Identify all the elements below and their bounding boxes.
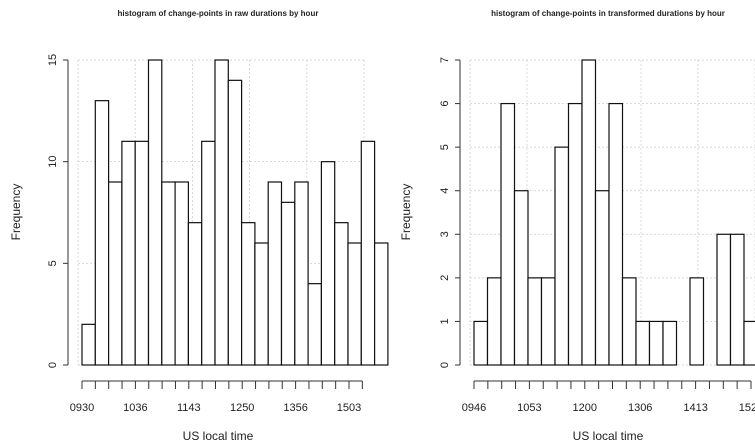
right-x-axis-label: US local time <box>573 429 644 443</box>
right-bar-3 <box>513 190 529 366</box>
left-bar-14 <box>267 181 283 366</box>
left-y-tick-label-3: 15 <box>47 54 59 66</box>
left-x-tick-label-0: 0930 <box>70 402 94 414</box>
right-x-tick-label-2: 1200 <box>573 402 597 414</box>
right-y-tick-label-0: 0 <box>439 362 451 368</box>
right-bar-10 <box>608 102 624 366</box>
left-bar-7 <box>174 181 190 366</box>
right-y-tick-label-5: 5 <box>439 144 451 150</box>
left-x-tick-label-1: 1036 <box>123 402 147 414</box>
left-bar-2 <box>107 181 123 366</box>
left-bar-0 <box>81 323 96 366</box>
right-bar-12 <box>635 320 651 366</box>
left-bar-19 <box>334 222 349 366</box>
right-x-tick-label-0: 0946 <box>462 402 486 414</box>
left-bar-22 <box>374 242 389 366</box>
left-x-tick-label-5: 1503 <box>337 402 361 414</box>
left-bar-3 <box>121 140 136 366</box>
left-chart-title: histogram of change-points in raw durati… <box>118 9 319 18</box>
left-bar-15 <box>280 201 296 366</box>
right-bar-18 <box>716 233 732 366</box>
left-bar-5 <box>147 59 163 366</box>
left-bar-18 <box>320 161 336 366</box>
right-bar-7 <box>567 102 583 366</box>
left-bar-16 <box>294 181 309 366</box>
left-bar-17 <box>307 283 323 366</box>
left-bar-12 <box>241 222 256 366</box>
right-x-tick-label-3: 1306 <box>628 402 652 414</box>
left-bar-10 <box>214 59 229 366</box>
right-y-tick-label-4: 4 <box>439 188 451 194</box>
left-y-tick-label-0: 0 <box>47 362 59 368</box>
right-bar-5 <box>540 277 556 366</box>
right-x-tick-label-5: 1520 <box>739 402 755 414</box>
right-bar-2 <box>500 102 516 366</box>
right-histogram-panel: histogram of change-points in transforme… <box>399 9 755 443</box>
left-bar-4 <box>134 140 150 366</box>
left-bar-6 <box>161 181 176 366</box>
right-bar-8 <box>581 59 597 366</box>
left-x-tick-label-3: 1250 <box>230 402 254 414</box>
right-bar-20 <box>743 320 755 366</box>
left-x-tick-label-2: 1143 <box>177 402 201 414</box>
left-y-tick-label-1: 5 <box>47 260 59 266</box>
right-y-tick-label-3: 3 <box>439 231 451 237</box>
right-y-axis-label: Frequency <box>399 184 413 241</box>
right-bar-13 <box>648 320 664 366</box>
right-bar-16 <box>689 277 705 366</box>
left-bar-13 <box>254 242 269 366</box>
right-bar-0 <box>473 320 489 366</box>
right-y-tick-label-7: 7 <box>439 57 451 63</box>
left-bar-11 <box>227 79 243 366</box>
left-bar-21 <box>360 140 376 366</box>
right-bar-19 <box>729 233 745 366</box>
left-bar-1 <box>94 100 110 366</box>
right-bar-6 <box>554 146 570 366</box>
right-chart-title: histogram of change-points in transforme… <box>491 9 725 18</box>
left-y-axis-label: Frequency <box>9 184 23 241</box>
left-x-tick-label-4: 1356 <box>283 402 307 414</box>
left-x-axis-label: US local time <box>183 429 254 443</box>
right-bar-11 <box>621 277 637 366</box>
right-x-tick-label-1: 1053 <box>517 402 541 414</box>
left-histogram-panel: histogram of change-points in raw durati… <box>9 9 389 443</box>
right-bar-14 <box>662 320 678 366</box>
left-bar-9 <box>201 140 216 366</box>
left-bar-8 <box>187 222 203 366</box>
right-y-tick-label-2: 2 <box>439 275 451 281</box>
right-bar-4 <box>527 277 543 366</box>
right-x-tick-label-4: 1413 <box>683 402 707 414</box>
left-y-tick-label-2: 10 <box>47 156 59 168</box>
right-y-tick-label-6: 6 <box>439 101 451 107</box>
right-y-tick-label-1: 1 <box>439 318 451 324</box>
left-bar-20 <box>347 242 362 366</box>
right-bar-9 <box>594 190 610 366</box>
right-bar-1 <box>486 277 502 366</box>
